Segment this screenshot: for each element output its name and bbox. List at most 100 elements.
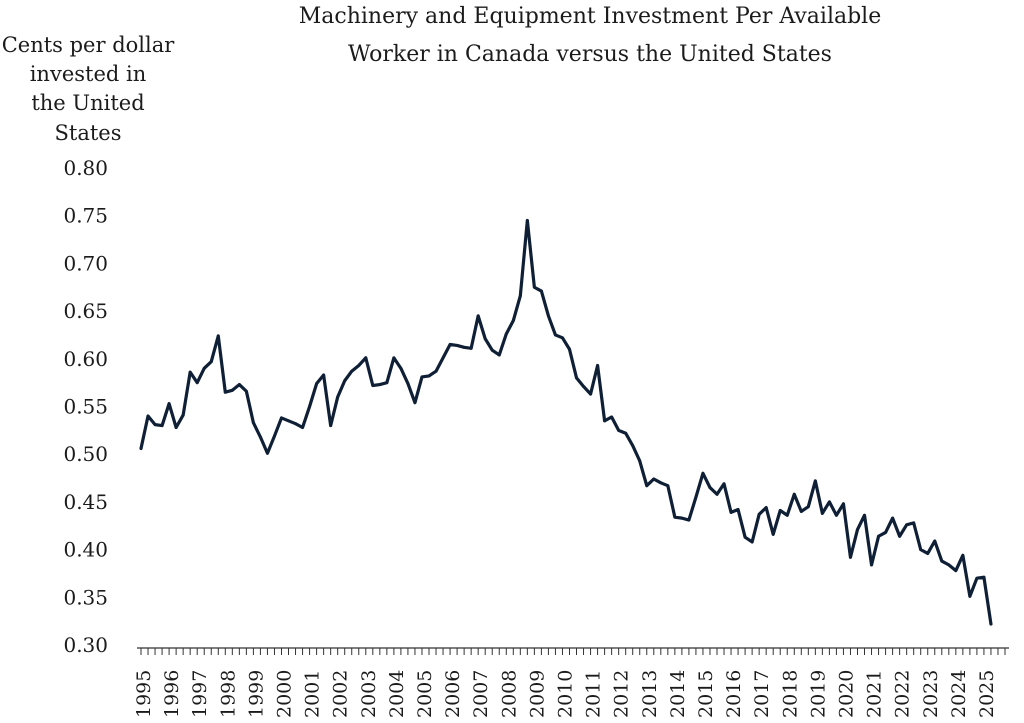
x-tick-label: 2024 [948,670,970,718]
data-point [792,492,796,496]
data-point [244,389,248,393]
y-axis-label-line-3: the United States [31,91,145,145]
data-point [771,532,775,536]
data-point [441,356,445,360]
data-point [891,516,895,520]
data-point [877,534,880,538]
data-point [251,421,255,425]
data-point [160,424,164,427]
data-point [617,428,621,432]
data-point [462,345,466,349]
data-point [708,486,712,489]
x-tick-label: 2007 [470,670,492,718]
data-point [652,477,656,481]
data-point [497,353,501,357]
x-tick-label: 2013 [639,670,661,718]
data-point [223,390,227,394]
data-point [315,382,319,385]
data-point [385,381,389,385]
y-axis-label-line-2: invested in [29,62,147,86]
data-point [266,451,269,455]
data-point [687,518,691,522]
data-point [989,622,993,626]
data-point [743,535,747,539]
x-tick-label: 2006 [442,670,464,718]
data-point [799,510,803,513]
data-point [715,492,719,496]
data-point [982,575,986,579]
data-point [835,513,838,517]
data-point [694,495,698,499]
x-tick-label: 2022 [892,670,914,718]
data-point [392,356,396,360]
data-point [483,337,487,341]
x-tick-label: 2000 [274,670,296,718]
x-tick-label: 2014 [667,670,689,718]
x-tick-label: 2018 [779,670,801,718]
data-point [729,510,733,514]
data-point [849,555,852,559]
data-point [399,366,403,370]
data-point [919,548,923,551]
y-tick-label: 0.50 [63,442,108,466]
data-point [750,540,754,544]
x-tick-label: 1998 [217,670,239,718]
data-point [736,508,740,511]
data-point [645,484,649,488]
x-tick-label: 2012 [611,670,633,718]
data-point [680,516,684,520]
chart-title-line-1: Machinery and Equipment Investment Per A… [298,4,882,29]
data-point [722,482,726,486]
data-point [610,415,614,419]
x-tick-label: 2021 [864,670,886,718]
data-point [603,419,607,423]
x-tick-label: 2002 [330,670,352,718]
x-tick-label: 2010 [554,670,576,718]
data-point [596,364,599,367]
y-tick-label: 0.60 [63,347,108,371]
data-point [575,376,578,380]
y-tick-label: 0.80 [63,156,108,180]
data-point [806,505,810,509]
data-point [764,506,768,510]
data-point [146,414,150,418]
series-line [139,218,993,626]
data-point [371,384,375,387]
data-point [490,348,494,352]
data-point [364,356,368,360]
data-point [434,369,438,373]
data-point [195,381,199,385]
data-point [757,512,761,516]
data-point [568,347,571,351]
x-tick-label: 2017 [751,670,773,718]
x-tick-label: 1996 [161,670,183,718]
data-point [561,336,564,340]
data-point [259,435,262,439]
data-point [898,534,902,538]
data-point [308,405,311,408]
data-point [912,521,916,525]
y-tick-label: 0.70 [63,251,108,275]
y-tick-label: 0.55 [63,395,108,419]
x-tick-label: 2008 [498,670,520,718]
data-point [504,332,508,336]
y-tick-label: 0.45 [63,490,108,514]
data-point [547,314,550,318]
data-point [933,539,937,543]
data-point [455,344,459,347]
x-tick-label: 2004 [386,670,408,718]
data-point [905,523,909,527]
data-point [827,500,831,504]
data-point [666,484,670,488]
x-tick-label: 2019 [807,670,829,718]
data-point [209,360,213,364]
data-point [139,447,143,450]
y-tick-label: 0.75 [63,204,108,228]
x-tick-label: 2016 [723,670,745,718]
data-point [237,383,241,386]
data-point [406,382,410,385]
data-point [813,479,817,483]
data-point [230,388,234,392]
data-point [842,502,845,506]
